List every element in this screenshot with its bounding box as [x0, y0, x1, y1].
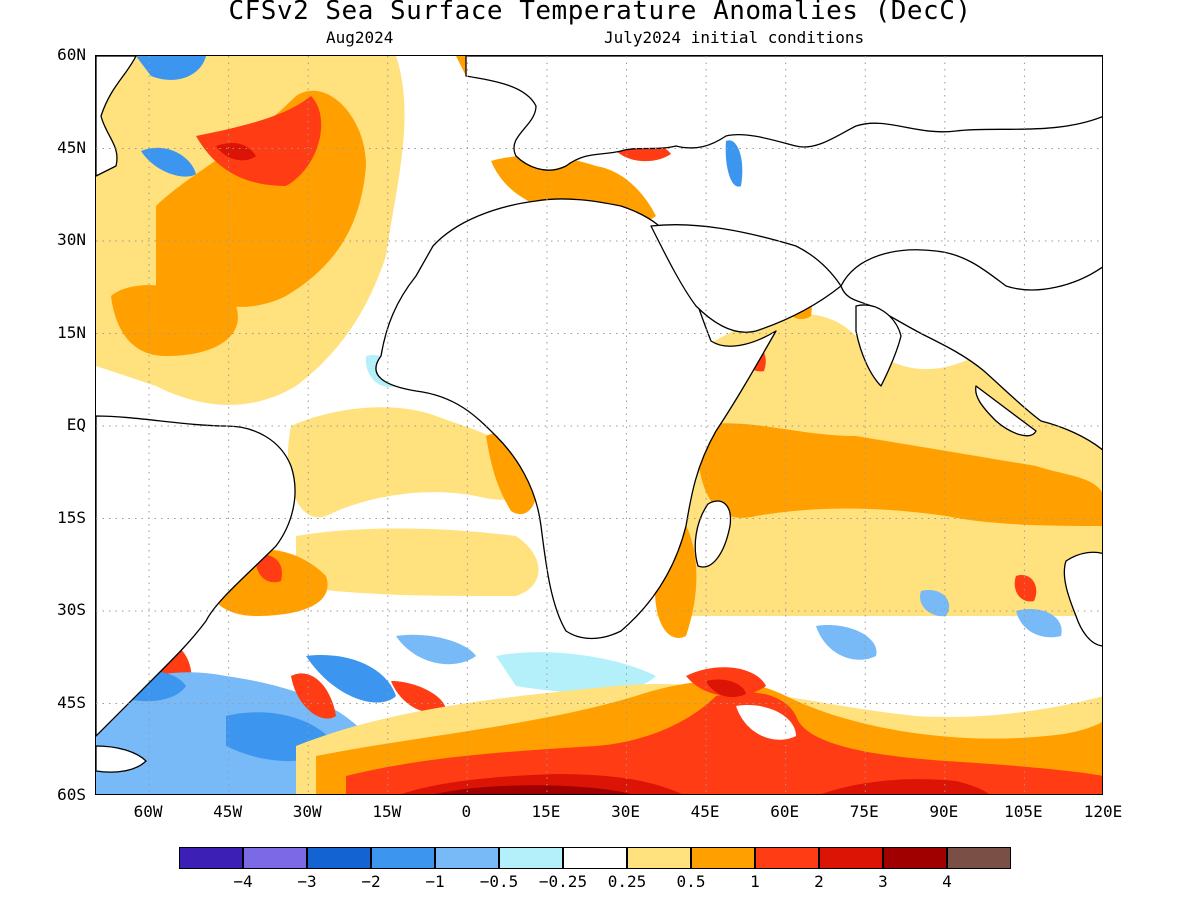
- colorbar-tick-label: −0.25: [538, 872, 588, 891]
- map-panel: [95, 55, 1103, 795]
- anomaly-zone: [306, 655, 396, 703]
- anomaly-map: [96, 56, 1102, 794]
- colorbar-tick-label: −3: [297, 872, 317, 891]
- lat-tick-label: EQ: [66, 415, 86, 434]
- anomaly-zone: [496, 652, 656, 693]
- land-tierra-del-fuego: [96, 745, 147, 773]
- colorbar-tick-label: 0.25: [607, 872, 647, 891]
- colorbar-swatch: [819, 847, 883, 869]
- colorbar-tick-label: −4: [233, 872, 253, 891]
- anomaly-zone: [255, 554, 282, 583]
- land-madagascar: [694, 500, 732, 568]
- colorbar-swatch: [627, 847, 691, 869]
- anomaly-zone: [111, 285, 238, 356]
- colorbar-swatch: [883, 847, 947, 869]
- lat-tick-label: 30S: [57, 600, 86, 619]
- anomaly-zone: [1014, 575, 1037, 602]
- lon-tick-label: 75E: [849, 802, 879, 821]
- colorbar: [179, 847, 1011, 869]
- colorbar-swatch: [499, 847, 563, 869]
- colorbar-tick-label: 3: [878, 872, 888, 891]
- anomaly-zone: [216, 143, 256, 161]
- land-africa: [375, 198, 777, 640]
- lon-tick-label: 120E: [1083, 802, 1123, 821]
- colorbar-swatch: [755, 847, 819, 869]
- colorbar-tick-label: 0.5: [676, 872, 706, 891]
- colorbar-swatch: [563, 847, 627, 869]
- land-australia: [1063, 551, 1102, 647]
- lon-tick-label: 105E: [1004, 802, 1043, 821]
- land-india: [855, 304, 902, 387]
- lat-tick-label: 60N: [57, 45, 86, 64]
- anomaly-zone: [287, 407, 529, 518]
- lon-tick-label: 0: [461, 802, 472, 821]
- lon-tick-label: 60W: [133, 802, 163, 821]
- anomaly-zone: [920, 590, 950, 617]
- anomaly-zone: [725, 140, 743, 187]
- colorbar-swatch: [435, 847, 499, 869]
- lat-tick-label: 45N: [57, 137, 86, 157]
- anomaly-zone: [434, 785, 630, 794]
- colorbar-tick-label: 2: [814, 872, 824, 891]
- lat-tick-label: 15N: [57, 322, 86, 342]
- lon-tick-label: 60E: [770, 802, 800, 821]
- anomaly-zone: [296, 528, 539, 596]
- anomaly-zone: [1016, 608, 1062, 638]
- anomaly-zone: [736, 705, 796, 740]
- colorbar-tick-label: −2: [361, 872, 381, 891]
- colorbar-swatch: [947, 847, 1011, 869]
- colorbar-tick-label: −1: [425, 872, 445, 891]
- colorbar-tick-label: −0.5: [479, 872, 519, 891]
- lon-tick-label: 30W: [292, 802, 322, 821]
- lat-tick-label: 30N: [57, 230, 86, 249]
- colorbar-swatch: [243, 847, 307, 869]
- anomaly-zone: [196, 96, 322, 186]
- land-europe: [465, 56, 1102, 171]
- lon-tick-label: 30E: [611, 802, 640, 821]
- anomaly-zone: [816, 625, 877, 660]
- anomaly-zone: [346, 692, 1102, 794]
- land-arabia: [650, 224, 842, 333]
- lon-tick-label: 90E: [929, 802, 959, 821]
- colorbar-tick-label: 1: [750, 872, 760, 891]
- lon-tick-label: 45E: [690, 802, 720, 821]
- colorbar-swatch: [691, 847, 755, 869]
- anomaly-zone: [141, 147, 196, 177]
- initial-conditions: July2024 initial conditions: [604, 28, 865, 47]
- grid-lines: [96, 56, 1102, 794]
- colorbar-swatch: [179, 847, 243, 869]
- map-title: CFSv2 Sea Surface Temperature Anomalies …: [228, 0, 972, 26]
- coastlines: [96, 56, 1102, 773]
- anomaly-zone: [696, 423, 1102, 526]
- lon-tick-label: 45W: [213, 802, 243, 821]
- lon-tick-label: 15E: [531, 802, 561, 821]
- land-sumatra: [975, 385, 1037, 437]
- forecast-month: Aug2024: [326, 28, 394, 47]
- anomaly-zone: [391, 681, 446, 713]
- land-asia: [840, 249, 1102, 451]
- colorbar-tick-label: 4: [942, 872, 952, 891]
- lat-tick-label: 45S: [57, 692, 86, 712]
- lat-tick-label: 60S: [57, 785, 86, 804]
- anomaly-zone: [291, 673, 336, 719]
- lat-tick-label: 15S: [57, 507, 86, 527]
- land-north-america: [96, 56, 137, 177]
- lon-tick-label: 15W: [372, 802, 402, 821]
- anomaly-zone: [396, 634, 476, 665]
- anomaly-zone: [136, 56, 206, 80]
- anomaly-zone: [821, 779, 989, 794]
- colorbar-swatch: [371, 847, 435, 869]
- colorbar-swatch: [307, 847, 371, 869]
- anomaly-zone: [706, 679, 746, 698]
